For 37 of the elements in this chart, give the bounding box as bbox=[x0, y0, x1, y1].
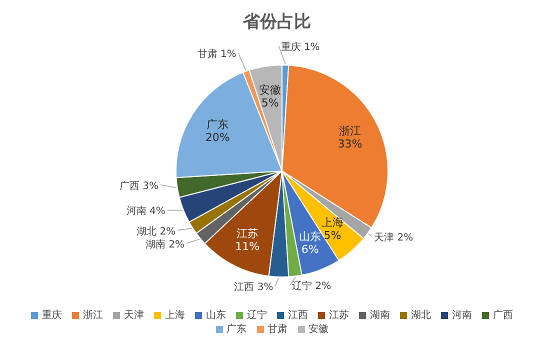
legend-label: 广东 bbox=[226, 324, 246, 335]
data-label: 33% bbox=[338, 137, 362, 150]
legend-label: 安徽 bbox=[308, 324, 328, 335]
slice-label: 安徽 bbox=[259, 84, 282, 97]
slice-label: 上海 bbox=[321, 216, 344, 230]
category-label: 甘肃 1% bbox=[197, 49, 236, 60]
legend-label: 湖北 bbox=[411, 310, 431, 321]
data-label: 11% bbox=[235, 240, 260, 253]
slice-label: 浙江 bbox=[339, 124, 361, 138]
legend-label: 江苏 bbox=[329, 310, 349, 321]
legend-label: 重庆 bbox=[42, 310, 62, 321]
category-label: 湖北 2% bbox=[136, 226, 176, 238]
category-label: 辽宁 2% bbox=[292, 281, 332, 292]
category-label: 河南 4% bbox=[126, 206, 166, 218]
data-label: 5% bbox=[324, 229, 342, 242]
legend-label: 上海 bbox=[165, 310, 185, 321]
category-label: 江西 3% bbox=[234, 282, 274, 293]
legend-label: 江西 bbox=[288, 310, 308, 321]
category-label: 天津 2% bbox=[374, 232, 414, 244]
slice-label: 江苏 bbox=[236, 227, 258, 240]
category-label: 广西 3% bbox=[119, 180, 158, 192]
data-label: 5% bbox=[261, 96, 279, 110]
category-label: 重庆 1% bbox=[280, 42, 320, 54]
legend-label: 山东 bbox=[206, 310, 226, 321]
category-label: 湖南 2% bbox=[145, 239, 185, 250]
data-label: 6% bbox=[301, 242, 319, 256]
slice-label: 广东 bbox=[206, 118, 229, 132]
chart-title: 省份占比 bbox=[242, 11, 312, 33]
legend-label: 辽宁 bbox=[247, 310, 267, 321]
legend-label: 河南 bbox=[452, 310, 472, 321]
slice-label: 山东 bbox=[299, 230, 322, 243]
data-label: 20% bbox=[205, 131, 230, 144]
legend-label: 浙江 bbox=[83, 310, 103, 321]
legend-label: 甘肃 bbox=[268, 324, 288, 335]
legend-label: 天津 bbox=[124, 310, 144, 321]
legend-label: 广西 bbox=[493, 310, 513, 321]
legend-label: 湖南 bbox=[370, 310, 390, 321]
